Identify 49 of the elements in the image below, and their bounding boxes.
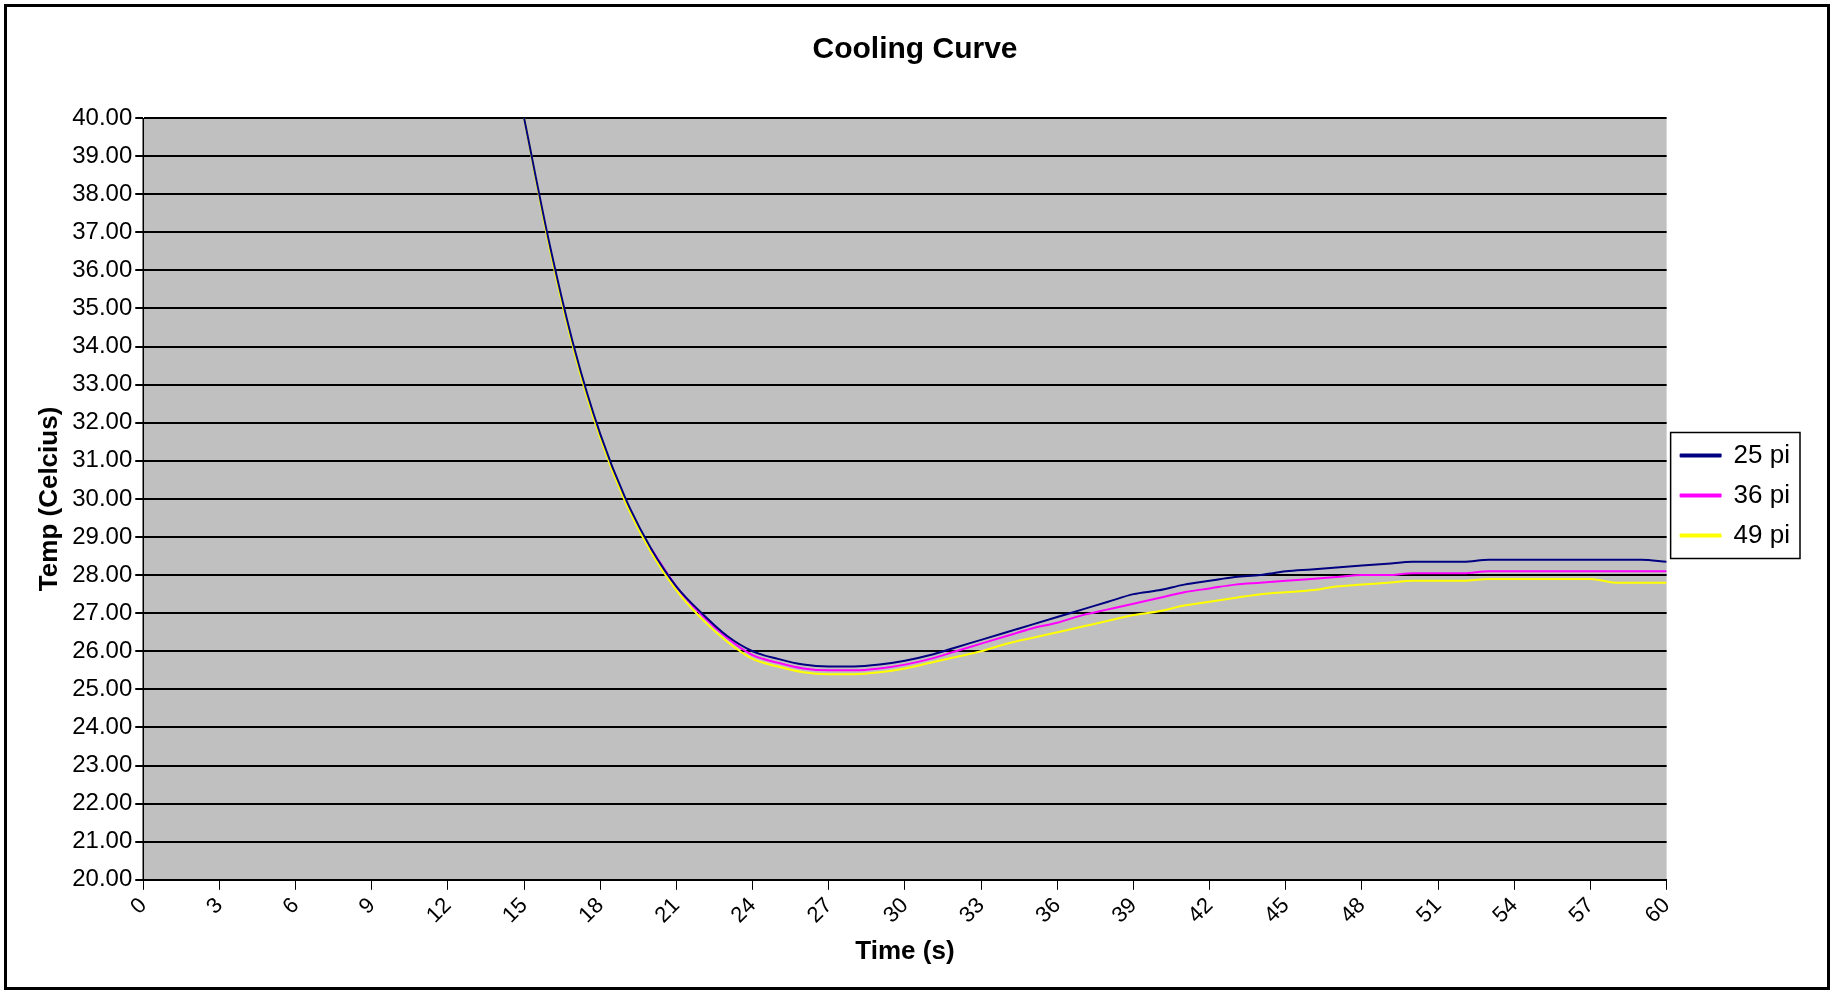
y-tick-label: 21.00 (72, 826, 133, 854)
x-tick-label: 45 (1258, 892, 1294, 928)
y-tick-label: 22.00 (72, 788, 133, 816)
y-tick-label: 36.00 (72, 254, 133, 282)
legend-label: 25 pi (1733, 438, 1791, 469)
x-tick-label: 12 (420, 892, 456, 928)
y-tick-label: 26.00 (72, 635, 133, 663)
y-axis-title: Temp (Celcius) (32, 406, 63, 592)
x-axis-title: Time (s) (855, 934, 955, 965)
x-tick-label: 21 (649, 892, 685, 928)
x-tick-label: 51 (1410, 892, 1446, 928)
x-tick-label: 60 (1639, 892, 1675, 928)
line-series (650, 547, 1667, 672)
x-tick-label: 27 (801, 892, 837, 928)
y-tick-label: 40.00 (72, 102, 133, 130)
x-tick-label: 3 (200, 892, 228, 919)
x-tick-label: 0 (124, 892, 152, 919)
y-tick-label: 32.00 (72, 407, 133, 435)
y-tick-label: 31.00 (72, 445, 133, 473)
y-tick-label: 23.00 (72, 750, 133, 778)
y-tick-label: 29.00 (72, 521, 133, 549)
y-tick-label: 34.00 (72, 331, 133, 359)
legend-label: 36 pi (1733, 478, 1791, 509)
y-tick-label: 37.00 (72, 216, 133, 244)
x-tick-label: 33 (953, 892, 989, 928)
chart-title: Cooling Curve (812, 31, 1018, 65)
x-tick-label: 54 (1487, 892, 1523, 928)
y-tick-label: 25.00 (72, 674, 133, 701)
x-tick-label: 30 (877, 892, 913, 928)
y-tick-label: 20.00 (72, 864, 133, 892)
legend-label: 49 pi (1733, 518, 1791, 549)
y-tick-label: 33.00 (72, 369, 133, 397)
x-tick-label: 48 (1334, 892, 1370, 928)
y-tick-label: 28.00 (72, 559, 133, 587)
y-tick-label: 39.00 (72, 140, 133, 168)
x-tick-label: 18 (573, 892, 609, 928)
x-tick-label: 39 (1106, 892, 1142, 928)
y-tick-label: 27.00 (72, 597, 133, 625)
x-tick-label: 9 (353, 892, 380, 919)
x-tick-label: 36 (1030, 892, 1066, 928)
y-tick-label: 38.00 (72, 178, 133, 206)
y-tick-label: 24.00 (72, 712, 133, 740)
x-tick-label: 42 (1182, 892, 1218, 928)
y-tick-label: 30.00 (72, 483, 133, 511)
y-tick-label: 35.00 (72, 293, 133, 321)
x-tick-label: 15 (496, 892, 532, 928)
x-tick-label: 6 (277, 892, 304, 919)
x-tick-label: 24 (725, 892, 761, 928)
x-tick-label: 57 (1563, 892, 1599, 928)
